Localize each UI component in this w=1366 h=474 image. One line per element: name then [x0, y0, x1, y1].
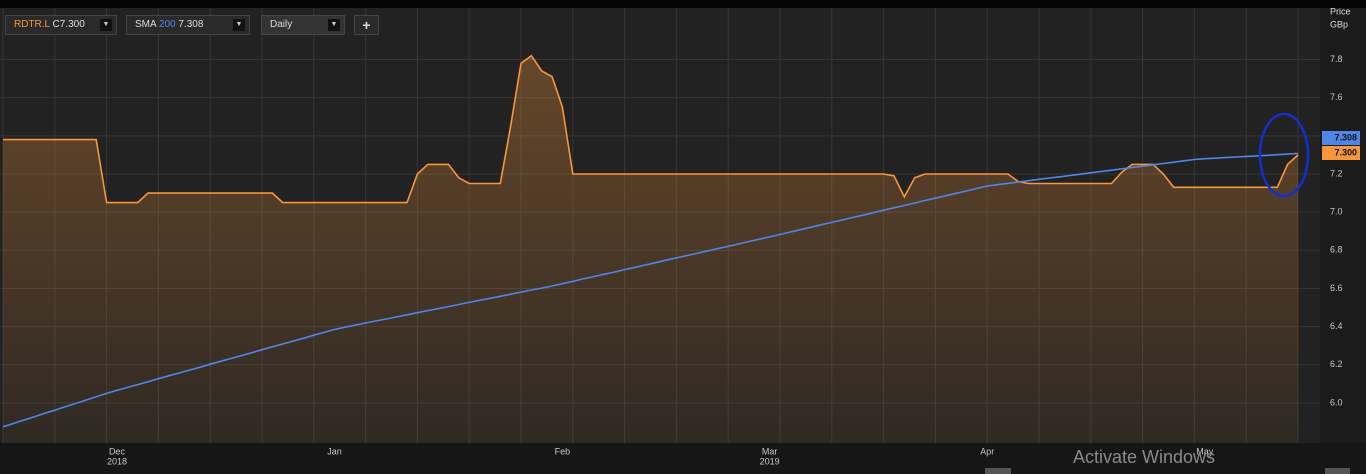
x-tick-label: Feb [555, 446, 571, 456]
x-tick-label: May [1196, 446, 1214, 456]
legend-name: RDTR.L [14, 19, 50, 30]
dropdown-arrow[interactable]: ▼ [328, 19, 340, 31]
watermark: Activate Windows [1073, 447, 1215, 467]
x-year-label: 2018 [107, 456, 127, 466]
x-tick-label: Dec [109, 446, 126, 456]
line [3, 54, 1299, 204]
x-year-label: 2019 [760, 456, 780, 466]
legend-value: 7.300 [59, 19, 85, 30]
x-axis-band [0, 443, 1366, 474]
y-tick-label: 7.8 [1330, 54, 1343, 64]
scrollbar-handle[interactable] [1325, 468, 1350, 474]
x-tick-label: Apr [980, 446, 994, 456]
legend-param: 200 [158, 19, 176, 30]
y-tick-label: 7.6 [1330, 92, 1343, 102]
y-tick-label: 6.4 [1330, 321, 1343, 331]
symbol-selector[interactable]: RDTR.L C7.300 ▼ [5, 15, 117, 35]
dropdown-arrow[interactable]: ▼ [233, 19, 245, 31]
annotation-circle [1258, 112, 1310, 198]
last-value-box [1322, 146, 1360, 160]
top-bar [0, 0, 1366, 8]
legend-value: 7.308 [178, 19, 204, 30]
y-tick-label: 6.0 [1330, 397, 1343, 407]
y-tick-label: 7.2 [1330, 168, 1343, 178]
add-button[interactable]: + [354, 15, 379, 35]
last-value-label: 7.308 [1334, 132, 1357, 142]
x-tick-label: Jan [327, 446, 342, 456]
last-value-box [1322, 131, 1360, 145]
interval-selector[interactable]: Daily ▼ [261, 15, 345, 35]
area [3, 55, 1298, 443]
x-tick-label: Mar [762, 446, 778, 456]
scrollbar-handle[interactable] [985, 468, 1011, 474]
study-selector[interactable]: SMA 200 7.308 ▼ [126, 15, 250, 35]
y-axis-unit: GBp [1330, 19, 1348, 29]
legend-prefix: C [52, 19, 60, 30]
legend-name: SMA [135, 19, 157, 30]
line [2, 152, 1299, 428]
interval-label: Daily [270, 19, 293, 30]
y-tick-label: 6.6 [1330, 283, 1343, 293]
y-tick-label: 6.2 [1330, 359, 1343, 369]
y-tick-label: 7.0 [1330, 207, 1343, 217]
dropdown-arrow[interactable]: ▼ [100, 19, 112, 31]
y-tick-label: 6.8 [1330, 245, 1343, 255]
y-axis-title: Price [1330, 6, 1351, 16]
last-value-label: 7.300 [1334, 147, 1357, 157]
